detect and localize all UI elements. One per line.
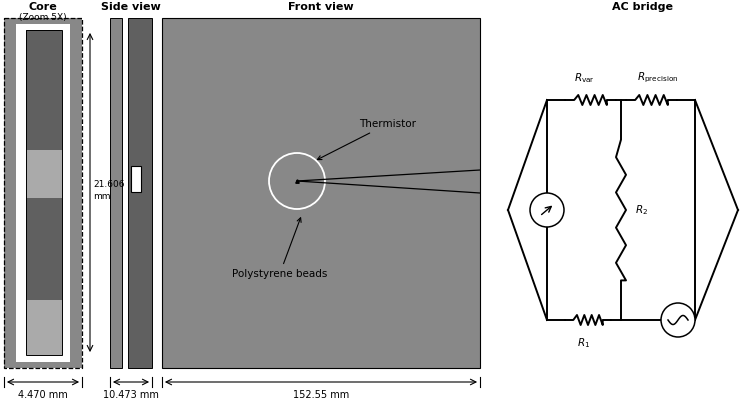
Bar <box>26 150 62 198</box>
Text: Front view: Front view <box>288 2 354 12</box>
Bar <box>26 30 62 355</box>
Text: Core: Core <box>28 2 58 12</box>
Text: AC bridge: AC bridge <box>612 2 673 12</box>
Bar <box>4 18 82 368</box>
Bar <box>16 24 70 362</box>
Text: 10.473 mm: 10.473 mm <box>103 390 159 400</box>
Bar <box>26 300 62 355</box>
Text: 4.470 mm: 4.470 mm <box>18 390 68 400</box>
Text: Polystyrene beads: Polystyrene beads <box>232 218 327 279</box>
Bar <box>4 18 82 368</box>
Circle shape <box>661 303 695 337</box>
Bar <box>26 300 62 355</box>
Bar <box>110 18 122 368</box>
Bar <box>26 30 62 355</box>
Bar <box>26 150 62 198</box>
Text: $R_{\rm precision}$: $R_{\rm precision}$ <box>637 71 679 85</box>
Text: Side view: Side view <box>101 2 161 12</box>
Text: $R_2$: $R_2$ <box>635 203 648 217</box>
Text: 21.606: 21.606 <box>93 180 125 189</box>
Text: mm: mm <box>93 192 111 201</box>
Text: $R_1$: $R_1$ <box>577 336 591 350</box>
Bar <box>162 18 480 368</box>
Text: Thermistor: Thermistor <box>317 119 416 160</box>
Text: $R_{\rm var}$: $R_{\rm var}$ <box>574 71 595 85</box>
Text: 152.55 mm: 152.55 mm <box>293 390 349 400</box>
Text: (Zoom 5X): (Zoom 5X) <box>19 13 66 22</box>
Bar <box>128 18 152 368</box>
Bar <box>131 166 141 192</box>
Circle shape <box>530 193 564 227</box>
